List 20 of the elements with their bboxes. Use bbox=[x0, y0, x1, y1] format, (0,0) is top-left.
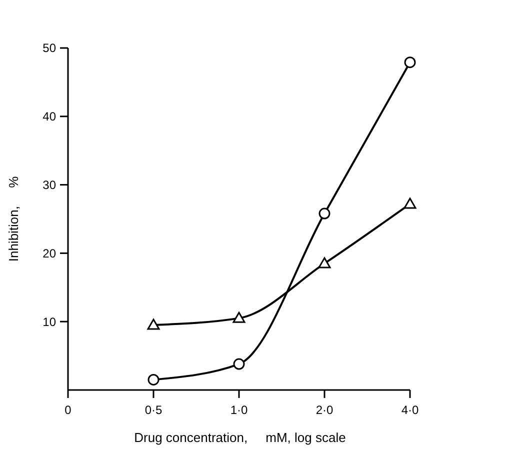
point bbox=[147, 318, 160, 330]
x-tick-label: 0 bbox=[64, 403, 72, 417]
x-tick-label: 1·0 bbox=[230, 403, 248, 417]
point bbox=[404, 56, 416, 68]
point bbox=[404, 198, 416, 209]
y-axis-title: Inhibition, % bbox=[6, 176, 21, 262]
point bbox=[318, 208, 330, 220]
point bbox=[233, 358, 245, 370]
x-tick-label: 4·0 bbox=[401, 403, 419, 417]
point bbox=[232, 312, 246, 323]
point bbox=[318, 257, 331, 268]
x-axis-title: Drug concentration, mM, log scale bbox=[134, 430, 346, 445]
x-tick-label: 2·0 bbox=[316, 403, 334, 417]
y-tick-label: 30 bbox=[42, 178, 56, 192]
y-tick-label: 10 bbox=[42, 314, 56, 329]
x-tick-label: 0·5 bbox=[144, 403, 162, 417]
y-tick-label: 20 bbox=[42, 246, 56, 260]
y-tick-label: 50 bbox=[42, 41, 56, 56]
y-tick-label: 40 bbox=[42, 110, 56, 124]
point bbox=[148, 374, 160, 386]
